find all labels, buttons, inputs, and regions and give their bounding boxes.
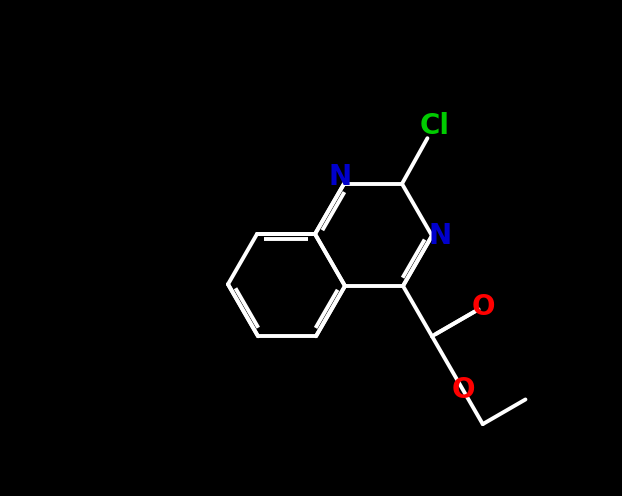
Text: Cl: Cl	[419, 112, 449, 140]
Text: N: N	[328, 163, 351, 191]
Text: O: O	[452, 376, 475, 404]
Text: O: O	[471, 293, 495, 320]
Text: N: N	[429, 222, 452, 250]
